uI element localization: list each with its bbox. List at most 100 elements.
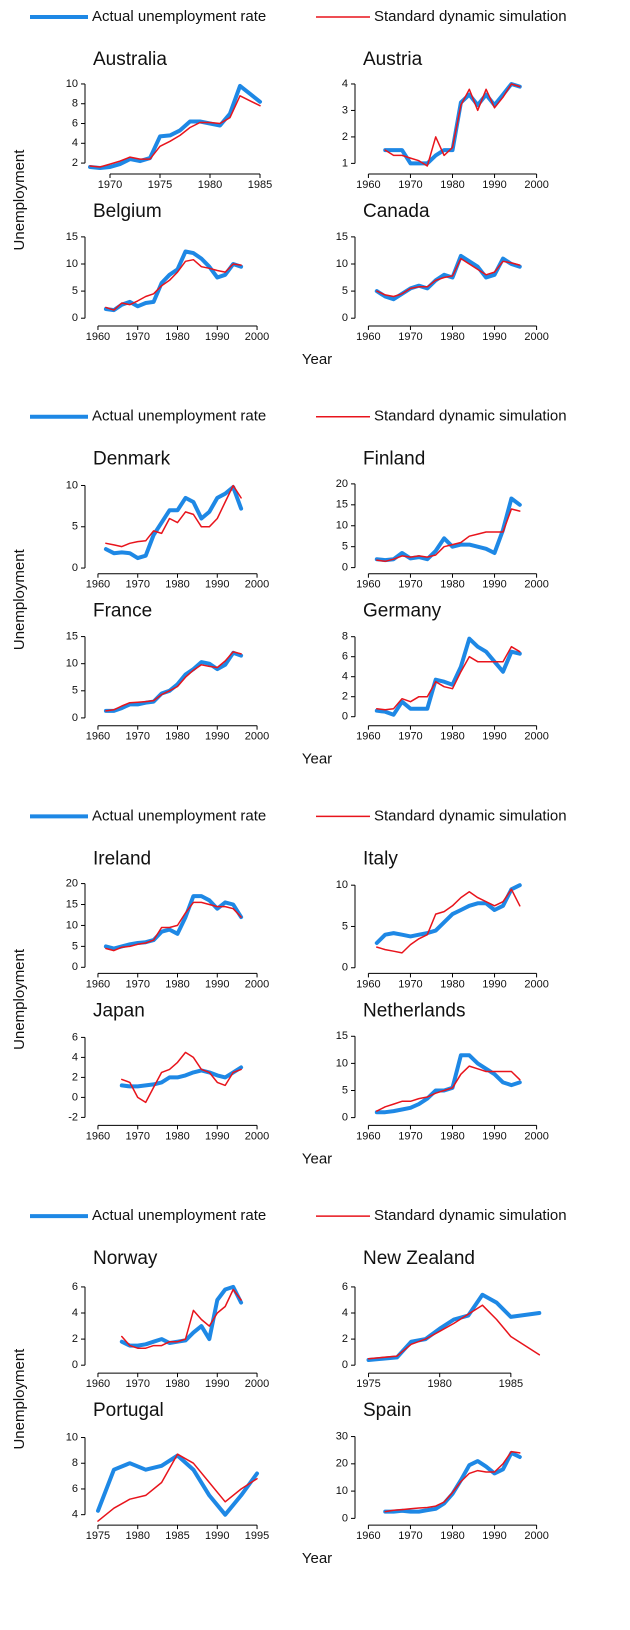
- series-line: [103, 650, 244, 713]
- y-tick-label: 4: [72, 137, 78, 149]
- series-line: [366, 1292, 542, 1362]
- x-tick-label: 1960: [356, 731, 380, 743]
- legend-label: Standard dynamic simulation: [374, 408, 567, 425]
- y-tick-label: 8: [72, 1457, 78, 1469]
- x-tick-label: 1970: [125, 978, 149, 990]
- y-tick-label: 15: [336, 1030, 348, 1042]
- series-line: [383, 1450, 522, 1514]
- series-line: [367, 1304, 541, 1360]
- series-line: [121, 1051, 242, 1104]
- series-line: [376, 508, 521, 563]
- legend-label: Standard dynamic simulation: [374, 8, 567, 25]
- y-tick-label: 6: [342, 1281, 348, 1293]
- series-line: [119, 1065, 244, 1089]
- y-tick-label: 4: [72, 1051, 78, 1063]
- x-tick-label: 1980: [165, 1130, 189, 1142]
- y-tick-label: 10: [66, 919, 78, 931]
- y-tick-label: 2: [342, 691, 348, 703]
- legend-label: Actual unemployment rate: [92, 8, 266, 25]
- x-tick-label: 1975: [86, 1530, 110, 1542]
- x-tick-label: 1990: [205, 1130, 229, 1142]
- y-tick-label: 20: [336, 478, 348, 490]
- series-line: [121, 1288, 242, 1349]
- x-tick-label: 2000: [524, 579, 548, 591]
- chart-title: Denmark: [93, 449, 171, 470]
- x-tick-label: 1970: [398, 1530, 422, 1542]
- y-tick-label: 0: [342, 1359, 348, 1371]
- series-line: [105, 901, 242, 952]
- chart-title: Norway: [93, 1248, 158, 1269]
- chart-title: Canada: [363, 201, 430, 222]
- x-tick-label: 1980: [198, 179, 222, 191]
- y-tick-label: 6: [72, 1483, 78, 1495]
- y-tick-label: 2: [72, 1333, 78, 1345]
- series-line: [384, 83, 521, 167]
- y-tick-label: 1: [342, 157, 348, 169]
- series-line: [374, 636, 522, 717]
- chart-title: Netherlands: [363, 1000, 465, 1021]
- legend-label: Standard dynamic simulation: [374, 807, 567, 824]
- legend-label: Actual unemployment rate: [92, 807, 266, 824]
- series-line: [103, 249, 244, 313]
- y-tick-label: 0: [342, 1512, 348, 1524]
- y-tick-label: -2: [68, 1111, 78, 1123]
- x-tick-label: 1970: [98, 179, 122, 191]
- y-axis-label: Unemployment: [11, 149, 28, 251]
- y-tick-label: 10: [336, 520, 348, 532]
- y-tick-label: 8: [72, 98, 78, 110]
- y-tick-label: 5: [72, 940, 78, 952]
- x-tick-label: 2000: [524, 731, 548, 743]
- x-axis-label: Year: [302, 1550, 332, 1567]
- y-tick-label: 20: [336, 1458, 348, 1470]
- x-tick-label: 1970: [125, 731, 149, 743]
- x-tick-label: 2000: [524, 179, 548, 191]
- y-tick-label: 0: [72, 712, 78, 724]
- y-tick-label: 5: [72, 685, 78, 697]
- x-tick-label: 1960: [356, 1130, 380, 1142]
- x-tick-label: 1960: [86, 579, 110, 591]
- series-line: [383, 82, 522, 166]
- x-tick-label: 1960: [356, 1530, 380, 1542]
- y-tick-label: 6: [342, 651, 348, 663]
- x-tick-label: 1970: [398, 731, 422, 743]
- x-tick-label: 1960: [356, 978, 380, 990]
- x-tick-label: 1990: [482, 731, 506, 743]
- y-tick-label: 20: [66, 877, 78, 889]
- y-tick-label: 10: [336, 879, 348, 891]
- y-tick-label: 10: [336, 258, 348, 270]
- series-line: [88, 83, 262, 170]
- y-tick-label: 0: [342, 1112, 348, 1124]
- x-tick-label: 1990: [205, 1530, 229, 1542]
- y-tick-label: 4: [72, 1307, 78, 1319]
- series-line: [103, 485, 244, 561]
- x-tick-label: 1970: [398, 179, 422, 191]
- y-tick-label: 15: [336, 231, 348, 243]
- x-tick-label: 1990: [482, 978, 506, 990]
- y-axis-label: Unemployment: [11, 548, 28, 650]
- x-tick-label: 1970: [398, 978, 422, 990]
- series-line: [96, 1453, 259, 1517]
- x-tick-label: 1970: [125, 331, 149, 343]
- y-tick-label: 10: [336, 1485, 348, 1497]
- series-line: [105, 258, 242, 311]
- series-line: [376, 1065, 521, 1112]
- x-tick-label: 1990: [205, 978, 229, 990]
- x-tick-label: 1990: [205, 731, 229, 743]
- x-tick-label: 2000: [245, 1130, 269, 1142]
- x-tick-label: 1970: [398, 331, 422, 343]
- chart-title: Belgium: [93, 201, 162, 222]
- x-tick-label: 1980: [427, 1378, 451, 1390]
- y-tick-label: 6: [72, 117, 78, 129]
- y-axis-label: Unemployment: [11, 948, 28, 1050]
- x-tick-label: 1980: [165, 331, 189, 343]
- chart-title: Finland: [363, 449, 425, 470]
- y-tick-label: 0: [72, 562, 78, 574]
- series-line: [119, 1284, 244, 1348]
- x-tick-label: 1990: [482, 331, 506, 343]
- series-line: [374, 253, 522, 302]
- x-tick-label: 1990: [482, 1530, 506, 1542]
- series-line: [376, 888, 521, 954]
- series-line: [384, 1450, 521, 1513]
- y-tick-label: 15: [66, 898, 78, 910]
